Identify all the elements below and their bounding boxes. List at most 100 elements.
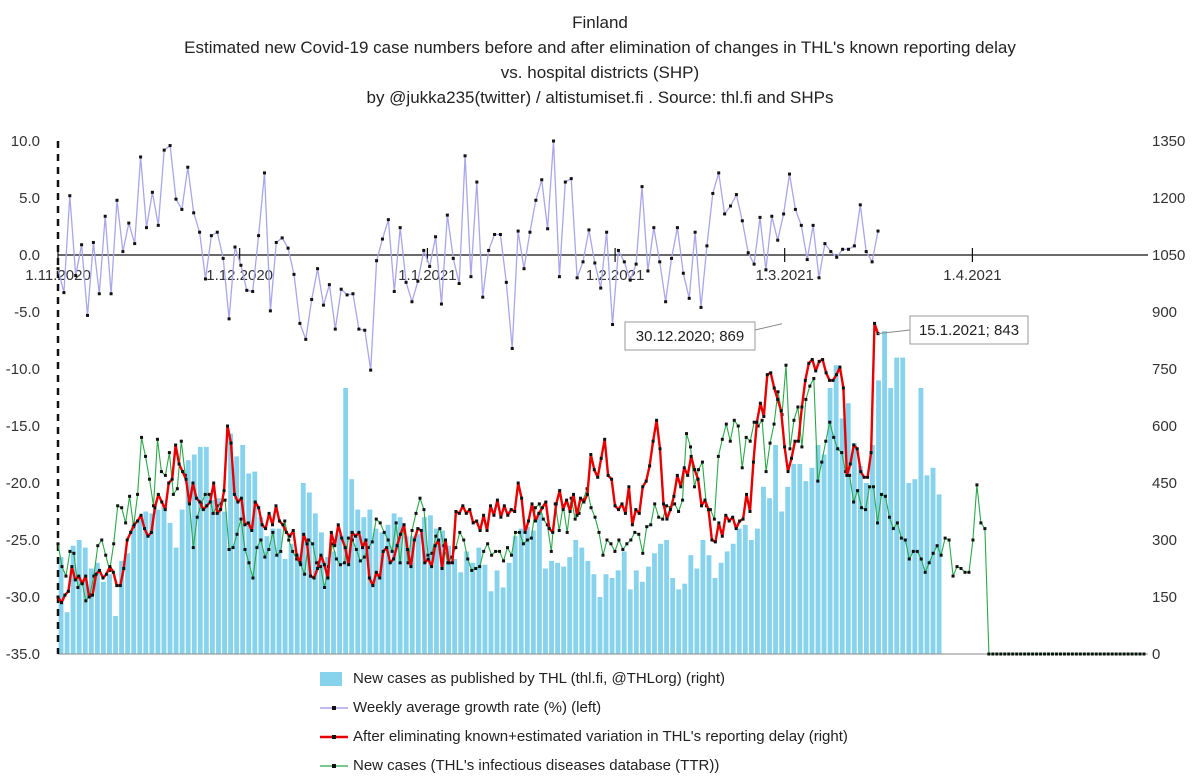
- ttr-point: [521, 542, 525, 546]
- ttr-point: [275, 553, 279, 557]
- growth-rate-point: [581, 260, 585, 264]
- adjusted-point: [464, 511, 468, 515]
- growth-rate-point: [392, 289, 396, 293]
- ttr-point: [1074, 652, 1078, 656]
- adjusted-point: [620, 502, 624, 506]
- legend-label: New cases as published by THL (thl.fi, @…: [353, 670, 726, 687]
- ttr-point: [939, 553, 943, 557]
- bar: [688, 555, 694, 654]
- ttr-point: [979, 521, 983, 525]
- chart-title-block: Finland Estimated new Covid-19 case numb…: [0, 10, 1200, 110]
- adjusted-point: [336, 523, 340, 527]
- ttr-point: [1058, 652, 1062, 656]
- ttr-point: [720, 437, 724, 441]
- adjusted-point: [433, 544, 437, 548]
- ttr-point: [100, 538, 104, 542]
- growth-rate-point: [864, 250, 868, 254]
- bar: [234, 456, 240, 654]
- ttr-point: [796, 405, 800, 409]
- ttr-point: [983, 527, 987, 531]
- adjusted-point: [596, 475, 600, 479]
- adjusted-point: [385, 546, 389, 550]
- ttr-point: [1051, 652, 1055, 656]
- bar: [216, 498, 221, 654]
- ttr-point: [259, 538, 263, 542]
- ttr-point: [346, 536, 350, 540]
- adjusted-point: [648, 464, 652, 468]
- adjusted-point: [395, 544, 399, 548]
- bar: [549, 560, 554, 654]
- callout-label: 15.1.2021; 843: [919, 322, 1019, 339]
- adjusted-point: [703, 498, 707, 502]
- bar: [603, 574, 609, 654]
- ttr-point: [56, 542, 60, 546]
- growth-rate-point: [375, 259, 379, 263]
- bar: [203, 446, 209, 654]
- ttr-point: [692, 485, 696, 489]
- adjusted-point: [94, 572, 98, 576]
- bar: [506, 562, 512, 654]
- ttr-point: [454, 546, 458, 550]
- adjusted-point: [56, 595, 60, 599]
- bar: [70, 545, 76, 654]
- growth-rate-point: [198, 230, 202, 234]
- ttr-point: [840, 451, 844, 455]
- adjusted-point: [834, 373, 838, 377]
- legend-item-ttr: New cases (THL's infectious diseases dat…: [320, 751, 848, 780]
- adjusted-point: [807, 361, 811, 365]
- growth-rate-point: [262, 171, 266, 175]
- adjusted-point: [381, 549, 385, 553]
- adjusted-point: [828, 378, 832, 382]
- adjusted-point: [623, 511, 627, 515]
- bar: [415, 534, 421, 654]
- ttr-point: [963, 570, 967, 574]
- growth-rate-point: [504, 280, 508, 284]
- ttr-point: [104, 553, 108, 557]
- growth-rate-point: [268, 309, 272, 313]
- bar: [645, 566, 651, 654]
- growth-rate-point: [369, 368, 373, 372]
- right-axis-tick-label: 1200: [1152, 190, 1185, 207]
- adjusted-point: [817, 359, 821, 363]
- ttr-point: [494, 549, 498, 553]
- ttr-point: [167, 451, 171, 455]
- ttr-point: [1114, 652, 1118, 656]
- bar: [918, 388, 924, 654]
- adjusted-point: [412, 538, 416, 542]
- ttr-point: [175, 487, 179, 491]
- growth-rate-point: [351, 292, 355, 296]
- adjusted-point: [533, 519, 537, 523]
- ttr-point: [1078, 652, 1082, 656]
- growth-rate-point: [817, 276, 821, 280]
- growth-rate-point: [670, 256, 674, 260]
- bar: [494, 570, 500, 654]
- ttr-point: [1023, 652, 1027, 656]
- growth-rate-point: [481, 295, 485, 299]
- ttr-point: [338, 563, 342, 567]
- bar: [906, 483, 912, 654]
- growth-rate-point: [605, 230, 609, 234]
- ttr-point: [776, 390, 780, 394]
- bar: [573, 540, 579, 654]
- growth-rate-point: [858, 203, 862, 207]
- adjusted-point: [578, 496, 582, 500]
- growth-rate-point: [416, 279, 420, 283]
- growth-rate-point: [286, 246, 290, 250]
- adjusted-point: [689, 454, 693, 458]
- bar: [815, 445, 821, 654]
- ttr-point: [836, 447, 840, 451]
- adjusted-point: [610, 477, 614, 481]
- growth-rate-point: [776, 238, 780, 242]
- left-axis-tick-label: -15.0: [6, 418, 40, 435]
- bar: [543, 568, 548, 654]
- bar: [500, 587, 506, 654]
- ttr-point: [1003, 652, 1007, 656]
- adjusted-point: [167, 481, 171, 485]
- bar: [621, 551, 627, 654]
- ttr-point: [712, 517, 716, 521]
- ttr-point: [995, 652, 999, 656]
- adjusted-point: [627, 485, 631, 489]
- ttr-point: [108, 568, 112, 572]
- growth-rate-point: [616, 248, 620, 252]
- adjusted-point: [215, 511, 219, 515]
